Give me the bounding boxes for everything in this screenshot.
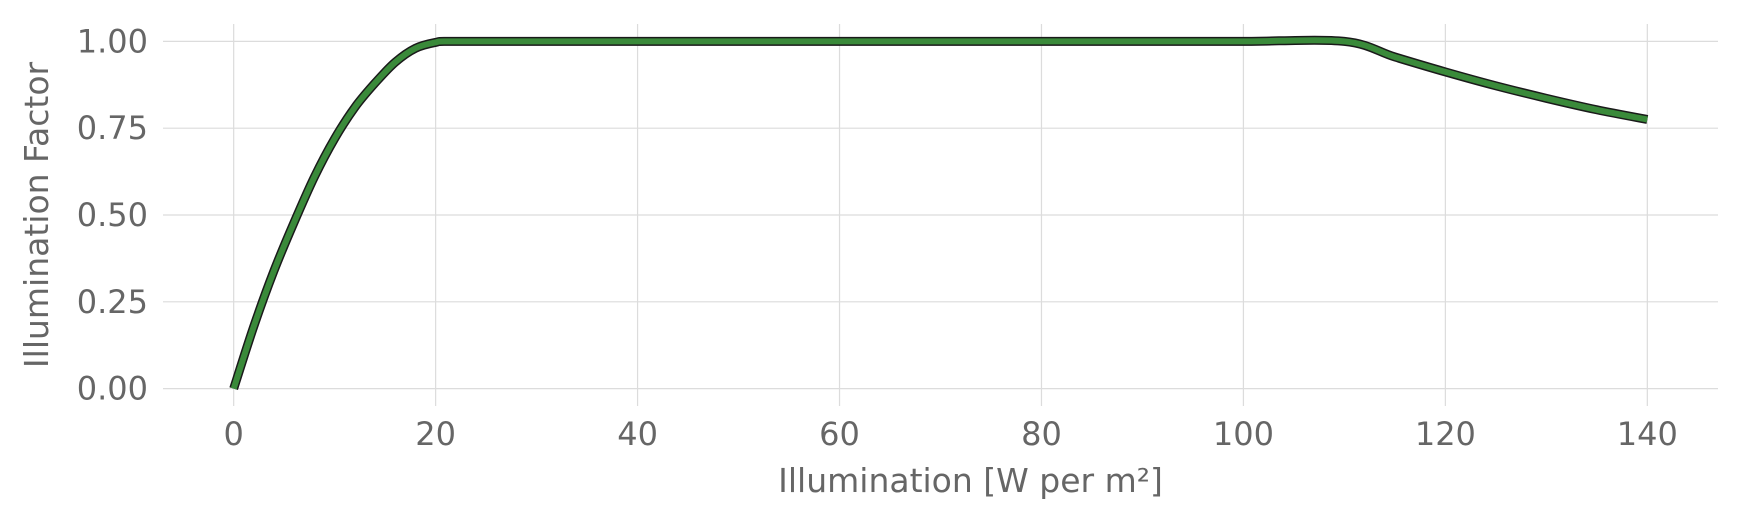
y-tick-label: 0.50 [77,196,148,234]
tick-labels: 0 20 40 60 80 100 120 140 0.00 0.25 0.50 0.75 1.00 [77,22,1678,453]
x-tick-label: 60 [819,415,860,453]
x-tick-label: 100 [1213,415,1274,453]
x-tick-label: 20 [415,415,456,453]
y-tick-label: 0.00 [77,370,148,408]
y-tick-label: 0.25 [77,283,148,321]
x-tick-label: 0 [224,415,244,453]
y-tick-label: 0.75 [77,109,148,147]
y-axis-title: Illumination Factor [17,61,56,368]
x-tick-label: 140 [1617,415,1678,453]
x-tick-label: 120 [1415,415,1476,453]
series-layer [229,35,1649,391]
x-tick-label: 80 [1021,415,1062,453]
x-tick-label: 40 [617,415,658,453]
x-axis-title: Illumination [W per m²] [778,461,1163,500]
series-line [230,37,1648,390]
y-tick-label: 1.00 [77,22,148,60]
